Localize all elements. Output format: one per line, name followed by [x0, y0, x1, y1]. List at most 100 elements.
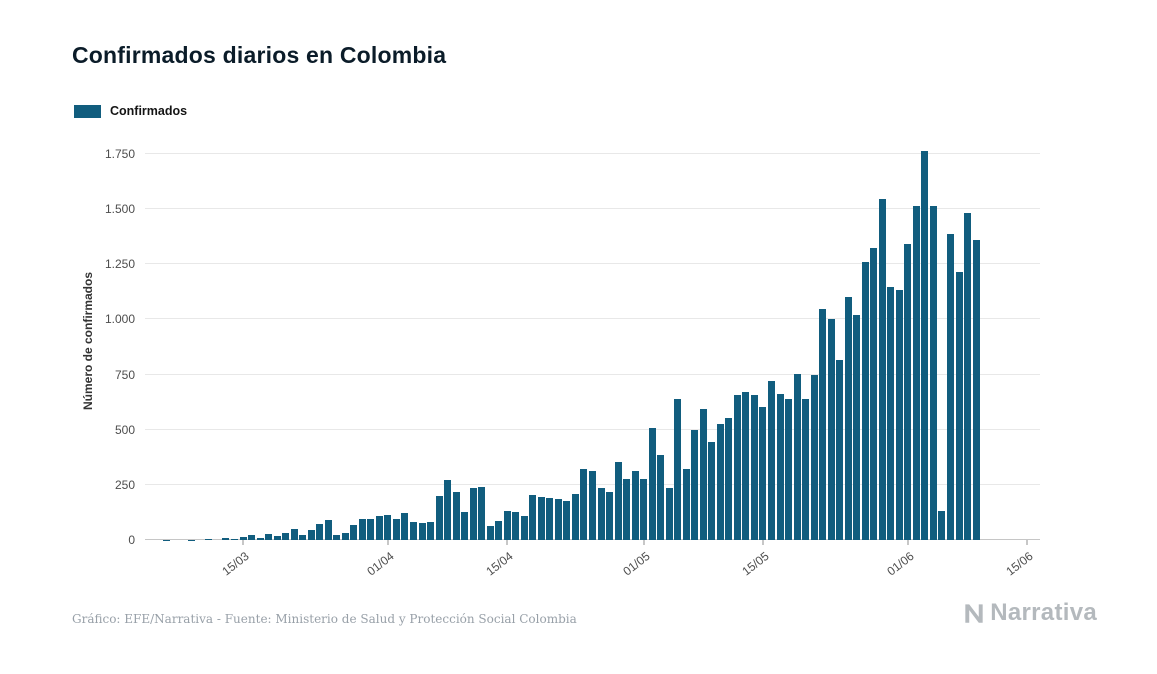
tick-mark: [643, 540, 645, 545]
bar-27/03: [341, 533, 349, 540]
y-axis: 0 250 500 750 1.000 1.250 1.500 1.750: [0, 143, 135, 547]
bar-07/06: [955, 272, 963, 540]
bar-20/04: [546, 498, 554, 540]
bar-08/06: [964, 212, 972, 540]
bar-04/04: [410, 522, 417, 540]
bar-28/05: [870, 248, 878, 540]
bar-23/03: [307, 529, 315, 540]
bar-07/05: [691, 430, 699, 540]
y-tick-label: 500: [114, 422, 135, 437]
bar-20/05: [802, 398, 810, 540]
gridline: [145, 373, 1040, 375]
bar-22/05: [819, 309, 827, 540]
bar-06/04: [427, 522, 435, 540]
bar-10/05: [716, 423, 724, 540]
tick-mark: [907, 540, 909, 545]
bar-11/04: [469, 488, 477, 540]
legend-swatch-confirmados: [74, 104, 101, 118]
bar-04/06: [929, 205, 937, 540]
bar-17/04: [520, 515, 528, 540]
bar-08/05: [699, 408, 707, 540]
source-credit: Gráfico: EFE/Narrativa - Fuente: Ministe…: [72, 612, 577, 626]
bar-03/06: [921, 150, 929, 540]
bar-01/04: [384, 514, 392, 540]
bar-20/03: [282, 533, 290, 540]
bar-12/04: [478, 486, 486, 540]
tick-mark: [1026, 540, 1028, 545]
bar-04/05: [665, 487, 673, 540]
bar-28/03: [350, 524, 358, 540]
bar-22/04: [563, 500, 571, 540]
narrativa-logo: Narrativa: [961, 599, 1097, 627]
y-tick-label: 0: [128, 533, 135, 547]
bar-17/03: [256, 537, 264, 540]
bar-14/04: [495, 520, 503, 540]
bar-05/06: [938, 511, 946, 540]
bar-23/05: [827, 319, 835, 540]
bar-08/04: [444, 479, 452, 540]
bar-05/05: [674, 398, 682, 540]
chart-title: Confirmados diarios en Colombia: [72, 42, 447, 68]
bar-09/04: [452, 492, 460, 540]
bar-15/03: [239, 537, 247, 540]
y-tick-label: 1.750: [104, 147, 135, 162]
bar-29/04: [623, 479, 631, 540]
bar-18/05: [785, 398, 793, 540]
bar-31/03: [375, 516, 383, 540]
bar-25/03: [324, 519, 332, 540]
bar-15/04: [503, 510, 511, 540]
bar-19/04: [537, 497, 545, 540]
bar-29/03: [358, 519, 366, 540]
bar-25/04: [589, 470, 596, 540]
bar-30/03: [367, 518, 375, 540]
bar-06/05: [682, 469, 690, 540]
bar-13/03: [222, 538, 230, 540]
bar-03/04: [401, 512, 409, 540]
bar-05/04: [418, 522, 426, 540]
bar-17/05: [776, 394, 784, 540]
gridline: [145, 318, 1040, 320]
bar-23/04: [571, 493, 579, 540]
bar-01/06: [904, 243, 912, 540]
bar-31/05: [895, 289, 903, 540]
bar-29/05: [878, 198, 886, 540]
bar-09/05: [708, 442, 716, 540]
tick-mark: [762, 540, 764, 545]
y-tick-label: 750: [114, 367, 135, 382]
bar-12/05: [733, 394, 741, 540]
legend-label: Confirmados: [110, 104, 188, 118]
bar-07/04: [435, 495, 443, 540]
bar-27/04: [606, 491, 614, 540]
bar-24/03: [316, 524, 324, 540]
gridline: [145, 263, 1040, 265]
bar-13/04: [486, 525, 494, 540]
bar-14/03: [231, 538, 238, 540]
y-tick-label: 1.250: [104, 257, 135, 272]
bar-26/05: [853, 314, 861, 540]
bar-19/03: [273, 536, 281, 540]
bar-24/05: [836, 360, 844, 540]
gridline: [145, 208, 1040, 210]
bar-13/05: [742, 392, 750, 540]
bar-26/03: [333, 535, 341, 540]
bar-18/04: [529, 494, 537, 540]
narrativa-n-icon: [961, 600, 987, 626]
bar-26/04: [597, 488, 605, 540]
bar-21/04: [554, 499, 562, 540]
tick-mark: [387, 540, 389, 545]
bar-19/05: [793, 373, 801, 540]
gridline: [145, 428, 1040, 430]
y-tick-label: 1.500: [104, 202, 135, 217]
bar-02/05: [648, 428, 656, 540]
bar-02/04: [392, 518, 400, 540]
bar-28/04: [614, 462, 622, 540]
bar-06/06: [947, 233, 954, 540]
bar-16/03: [248, 535, 256, 540]
bar-11/03: [205, 538, 213, 540]
tick-mark: [506, 540, 508, 545]
bar-22/03: [299, 535, 307, 540]
gridline: [145, 153, 1040, 155]
y-tick-label: 250: [114, 477, 135, 492]
bar-09/06: [972, 239, 980, 540]
bar-10/04: [461, 511, 469, 540]
